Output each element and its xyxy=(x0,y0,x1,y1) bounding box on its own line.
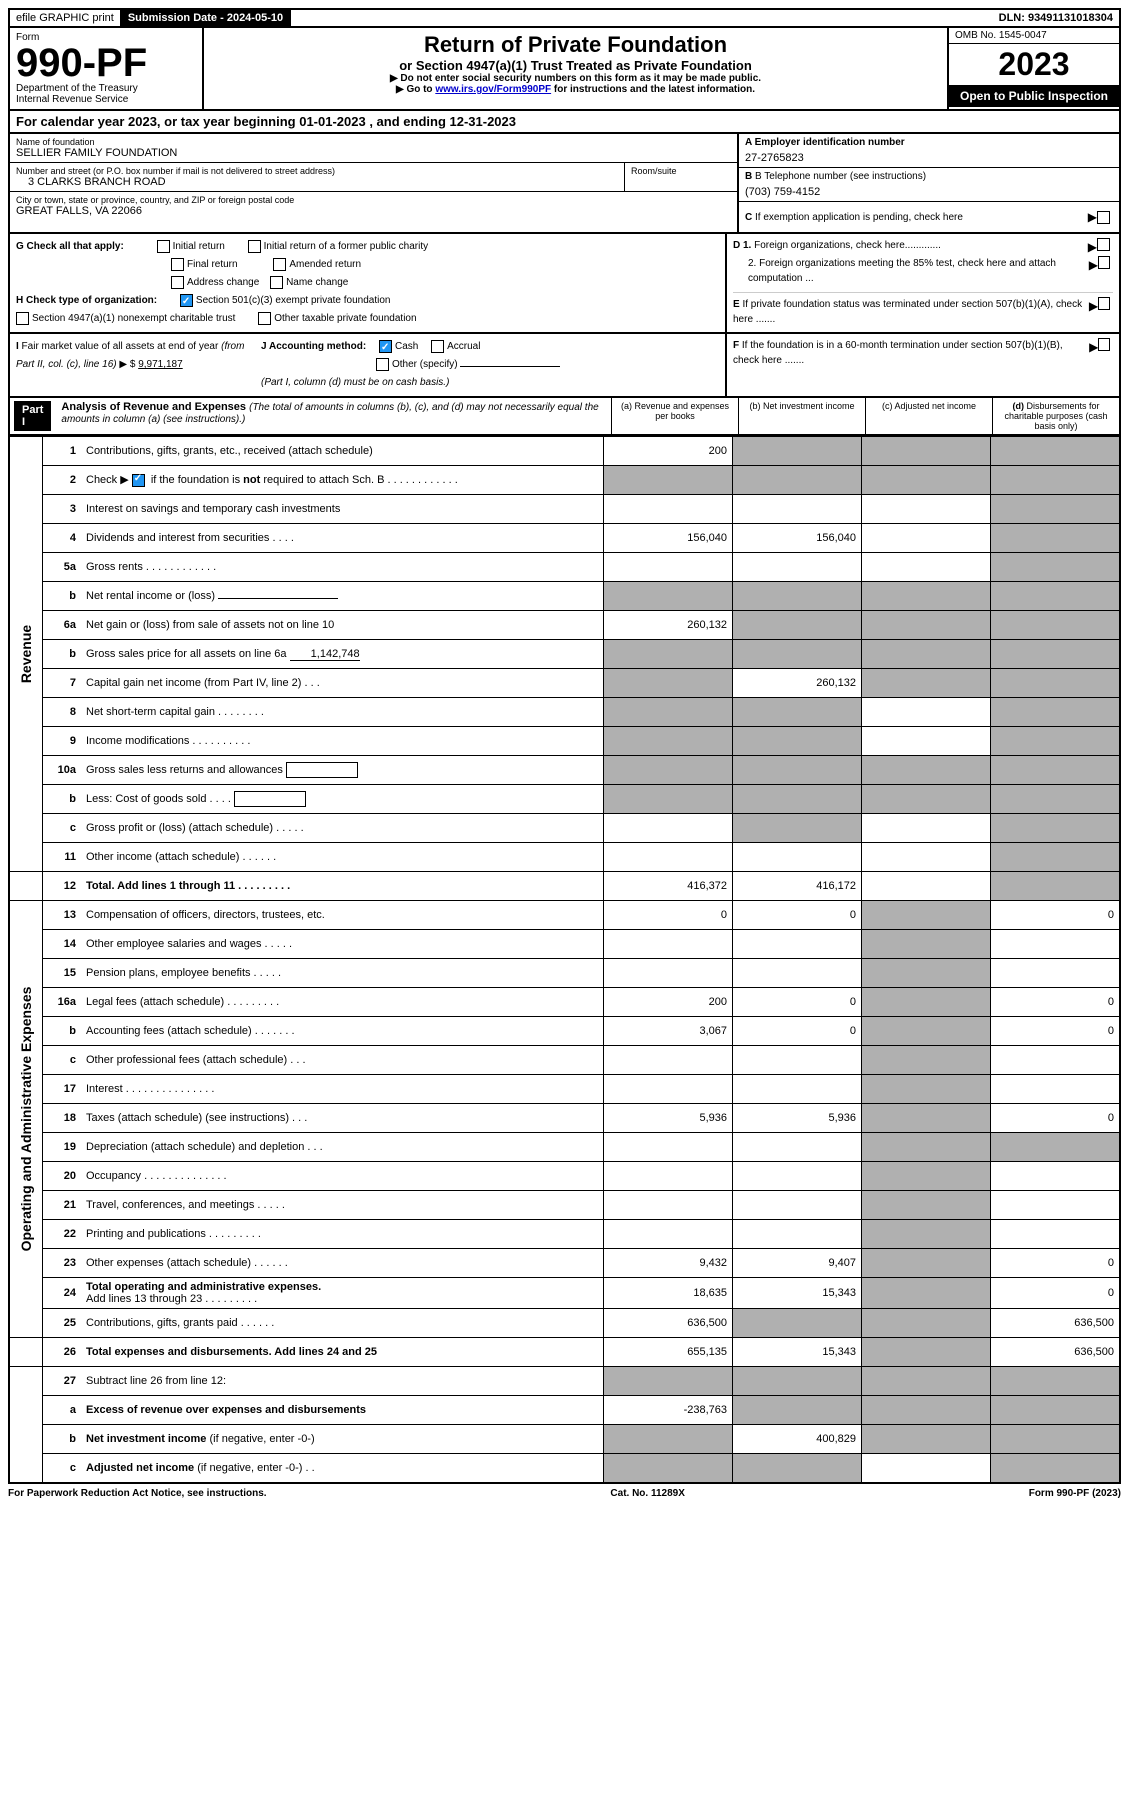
phone-label: B B Telephone number (see instructions) xyxy=(745,171,1113,182)
dept-label: Department of the Treasury xyxy=(16,83,196,94)
expenses-side-label: Operating and Administrative Expenses xyxy=(9,901,43,1338)
address-change-checkbox[interactable] xyxy=(171,276,184,289)
cash-checkbox[interactable] xyxy=(379,340,392,353)
dln: DLN: 93491131018304 xyxy=(993,10,1119,26)
revenue-expense-table: Revenue 1 Contributions, gifts, grants, … xyxy=(8,436,1121,1484)
addr-label: Number and street (or P.O. box number if… xyxy=(16,166,618,176)
open-public: Open to Public Inspection xyxy=(949,85,1119,107)
j-label: J Accounting method: xyxy=(261,341,366,352)
irs-link[interactable]: www.irs.gov/Form990PF xyxy=(435,84,551,95)
j-note: (Part I, column (d) must be on cash basi… xyxy=(261,377,449,388)
501c3-checkbox[interactable] xyxy=(180,294,193,307)
accrual-checkbox[interactable] xyxy=(431,340,444,353)
section-i-j-f: I Fair market value of all assets at end… xyxy=(8,334,1121,398)
amended-checkbox[interactable] xyxy=(273,258,286,271)
section-g-h: G Check all that apply: Initial return I… xyxy=(8,234,1121,334)
d1-label: D 1. Foreign organizations, check here..… xyxy=(733,238,941,253)
revenue-side-label: Revenue xyxy=(9,437,43,872)
i-label: I Fair market value of all assets at end… xyxy=(16,341,244,370)
ein-label: A Employer identification number xyxy=(745,137,1113,148)
form-note1: ▶ Do not enter social security numbers o… xyxy=(210,73,941,84)
terminated-checkbox[interactable] xyxy=(1098,297,1110,310)
exemption-checkbox[interactable] xyxy=(1097,211,1110,224)
footer-mid: Cat. No. 11289X xyxy=(610,1488,684,1499)
form-title: Return of Private Foundation xyxy=(210,32,941,58)
irs-label: Internal Revenue Service xyxy=(16,94,196,105)
arrow-icon: ▶ xyxy=(1088,210,1097,224)
form-header: Form 990-PF Department of the Treasury I… xyxy=(8,28,1121,111)
other-taxable-checkbox[interactable] xyxy=(258,312,271,325)
foreign-checkbox[interactable] xyxy=(1097,238,1110,251)
foundation-city: GREAT FALLS, VA 22066 xyxy=(16,205,731,217)
form-note2: ▶ Go to www.irs.gov/Form990PF for instru… xyxy=(210,84,941,95)
name-change-checkbox[interactable] xyxy=(270,276,283,289)
name-label: Name of foundation xyxy=(16,137,731,147)
top-bar: efile GRAPHIC print Submission Date - 20… xyxy=(8,8,1121,28)
footer-left: For Paperwork Reduction Act Notice, see … xyxy=(8,1488,267,1499)
foundation-name: SELLIER FAMILY FOUNDATION xyxy=(16,147,731,159)
h-label: H Check type of organization: xyxy=(16,295,157,306)
ein-value: 27-2765823 xyxy=(745,148,1113,164)
submission-date: Submission Date - 2024-05-10 xyxy=(122,10,291,26)
initial-return-checkbox[interactable] xyxy=(157,240,170,253)
other-method-checkbox[interactable] xyxy=(376,358,389,371)
f-label: F If the foundation is in a 60-month ter… xyxy=(733,338,1089,368)
schb-checkbox[interactable] xyxy=(132,474,145,487)
col-b-header: (b) Net investment income xyxy=(738,398,865,434)
calendar-year: For calendar year 2023, or tax year begi… xyxy=(8,111,1121,134)
85pct-checkbox[interactable] xyxy=(1098,256,1110,269)
phone-value: (703) 759-4152 xyxy=(745,182,1113,198)
60month-checkbox[interactable] xyxy=(1098,338,1110,351)
4947-checkbox[interactable] xyxy=(16,312,29,325)
part1-label: Part I xyxy=(14,401,51,431)
e-label: E If private foundation status was termi… xyxy=(733,297,1089,327)
footer-right: Form 990-PF (2023) xyxy=(1029,1488,1121,1499)
fmv-value: 9,971,187 xyxy=(138,359,183,370)
efile-label[interactable]: efile GRAPHIC print xyxy=(10,10,122,26)
room-label: Room/suite xyxy=(631,166,731,176)
form-subtitle: or Section 4947(a)(1) Trust Treated as P… xyxy=(210,58,941,73)
col-d-header: (d) Disbursements for charitable purpose… xyxy=(992,398,1119,434)
initial-former-checkbox[interactable] xyxy=(248,240,261,253)
foundation-info: Name of foundation SELLIER FAMILY FOUNDA… xyxy=(8,134,1121,234)
foundation-address: 3 CLARKS BRANCH ROAD xyxy=(16,176,618,188)
part1-title: Analysis of Revenue and Expenses xyxy=(61,401,246,413)
omb-number: OMB No. 1545-0047 xyxy=(949,28,1119,44)
col-c-header: (c) Adjusted net income xyxy=(865,398,992,434)
exemption-label: C If exemption application is pending, c… xyxy=(745,212,963,223)
page-footer: For Paperwork Reduction Act Notice, see … xyxy=(8,1484,1121,1499)
col-a-header: (a) Revenue and expenses per books xyxy=(611,398,738,434)
d2-label: 2. Foreign organizations meeting the 85%… xyxy=(748,256,1089,286)
city-label: City or town, state or province, country… xyxy=(16,195,731,205)
g-label: G Check all that apply: xyxy=(16,241,124,252)
form-number: 990-PF xyxy=(16,43,196,83)
final-return-checkbox[interactable] xyxy=(171,258,184,271)
part1-header: Part I Analysis of Revenue and Expenses … xyxy=(8,398,1121,436)
tax-year: 2023 xyxy=(949,44,1119,85)
